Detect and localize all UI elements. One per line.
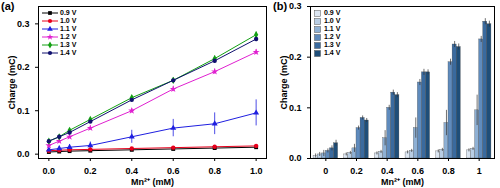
html-text:1.0 V: 1.0 V (60, 17, 77, 24)
html-text:1.1 V: 1.1 V (60, 25, 77, 32)
svg-text:0.2: 0.2 (84, 166, 97, 176)
svg-text:0.0: 0.0 (17, 149, 30, 159)
html-text:1.4 V: 1.4 V (324, 49, 341, 56)
svg-text:Mn²⁺ (mM): Mn²⁺ (mM) (381, 177, 424, 187)
svg-text:0.3: 0.3 (289, 1, 302, 11)
html-text:1.3 V: 1.3 V (60, 41, 77, 48)
svg-text:0.3: 0.3 (17, 19, 30, 29)
html-text:(a): (a) (1, 0, 15, 12)
svg-text:0.2: 0.2 (17, 62, 30, 72)
html-text:1.3 V: 1.3 V (324, 41, 341, 48)
svg-text:0.8: 0.8 (442, 166, 455, 176)
svg-text:Charge (mC): Charge (mC) (279, 55, 289, 109)
svg-text:0.0: 0.0 (289, 153, 302, 163)
svg-text:0.0: 0.0 (43, 166, 56, 176)
html-text:1.0 V: 1.0 V (324, 17, 341, 24)
svg-text:Mn²⁺ (mM): Mn²⁺ (mM) (131, 177, 174, 187)
html-text:1.1 V: 1.1 V (324, 25, 341, 32)
svg-text:0.4: 0.4 (126, 166, 139, 176)
html-text:1.2 V: 1.2 V (324, 33, 341, 40)
svg-text:0.2: 0.2 (350, 166, 363, 176)
svg-text:0.2: 0.2 (289, 52, 302, 62)
svg-text:0.8: 0.8 (208, 166, 221, 176)
svg-text:1: 1 (477, 166, 482, 176)
html-text:0.9 V: 0.9 V (60, 9, 77, 16)
html-text:1.4 V: 1.4 V (60, 49, 77, 56)
svg-text:0.1: 0.1 (289, 103, 302, 113)
svg-text:Charge (mC): Charge (mC) (7, 55, 17, 109)
svg-text:1.0: 1.0 (250, 166, 263, 176)
html-text:(b): (b) (273, 0, 287, 12)
html-text:1.2 V: 1.2 V (60, 33, 77, 40)
svg-text:0.1: 0.1 (17, 106, 30, 116)
html-text:0.9 V: 0.9 V (324, 9, 341, 16)
svg-text:0.6: 0.6 (167, 166, 180, 176)
svg-text:0.4: 0.4 (381, 166, 394, 176)
svg-text:0.6: 0.6 (412, 166, 425, 176)
svg-text:0: 0 (323, 166, 328, 176)
